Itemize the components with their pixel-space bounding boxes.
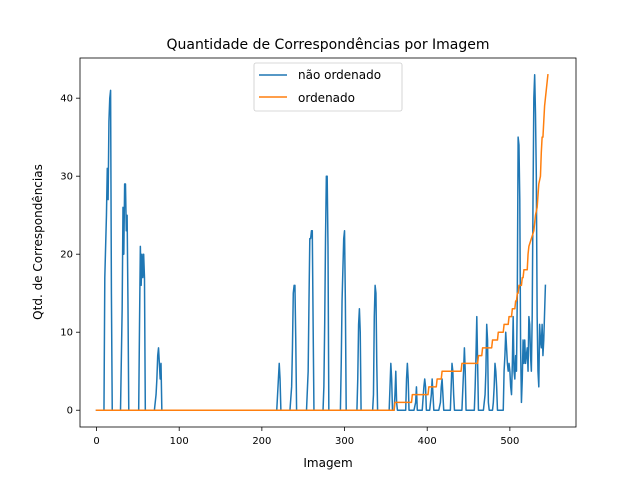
x-tick-label: 500 (500, 436, 519, 447)
x-tick-label: 0 (93, 436, 99, 447)
series-layer (95, 73, 549, 411)
y-tick-label: 20 (60, 250, 73, 261)
legend-label-ordenado: ordenado (298, 91, 355, 105)
x-tick-label: 100 (170, 436, 189, 447)
x-axis-label: Imagem (303, 456, 352, 470)
y-tick-label: 30 (60, 172, 73, 183)
plot-frame (79, 57, 577, 428)
series-line-ordenado (95, 73, 549, 411)
legend-box (253, 62, 403, 112)
legend: não ordenado ordenado (253, 62, 403, 112)
legend-label-nao-ordenado: não ordenado (298, 68, 381, 82)
x-tick-label: 400 (418, 436, 437, 447)
y-axis-label: Qtd. de Correspondências (31, 164, 45, 320)
x-tick-label: 200 (252, 436, 271, 447)
y-tick-label: 10 (60, 328, 73, 339)
y-tick-label: 0 (67, 406, 73, 417)
y-tick-label: 40 (60, 94, 73, 105)
series-line-não-ordenado (95, 74, 547, 411)
chart-title: Quantidade de Correspondências por Image… (166, 37, 489, 53)
x-tick-label: 300 (335, 436, 354, 447)
y-axis-ticks: 0 10 20 30 40 (60, 94, 80, 417)
x-axis-ticks: 0 100 200 300 400 500 (93, 427, 519, 447)
